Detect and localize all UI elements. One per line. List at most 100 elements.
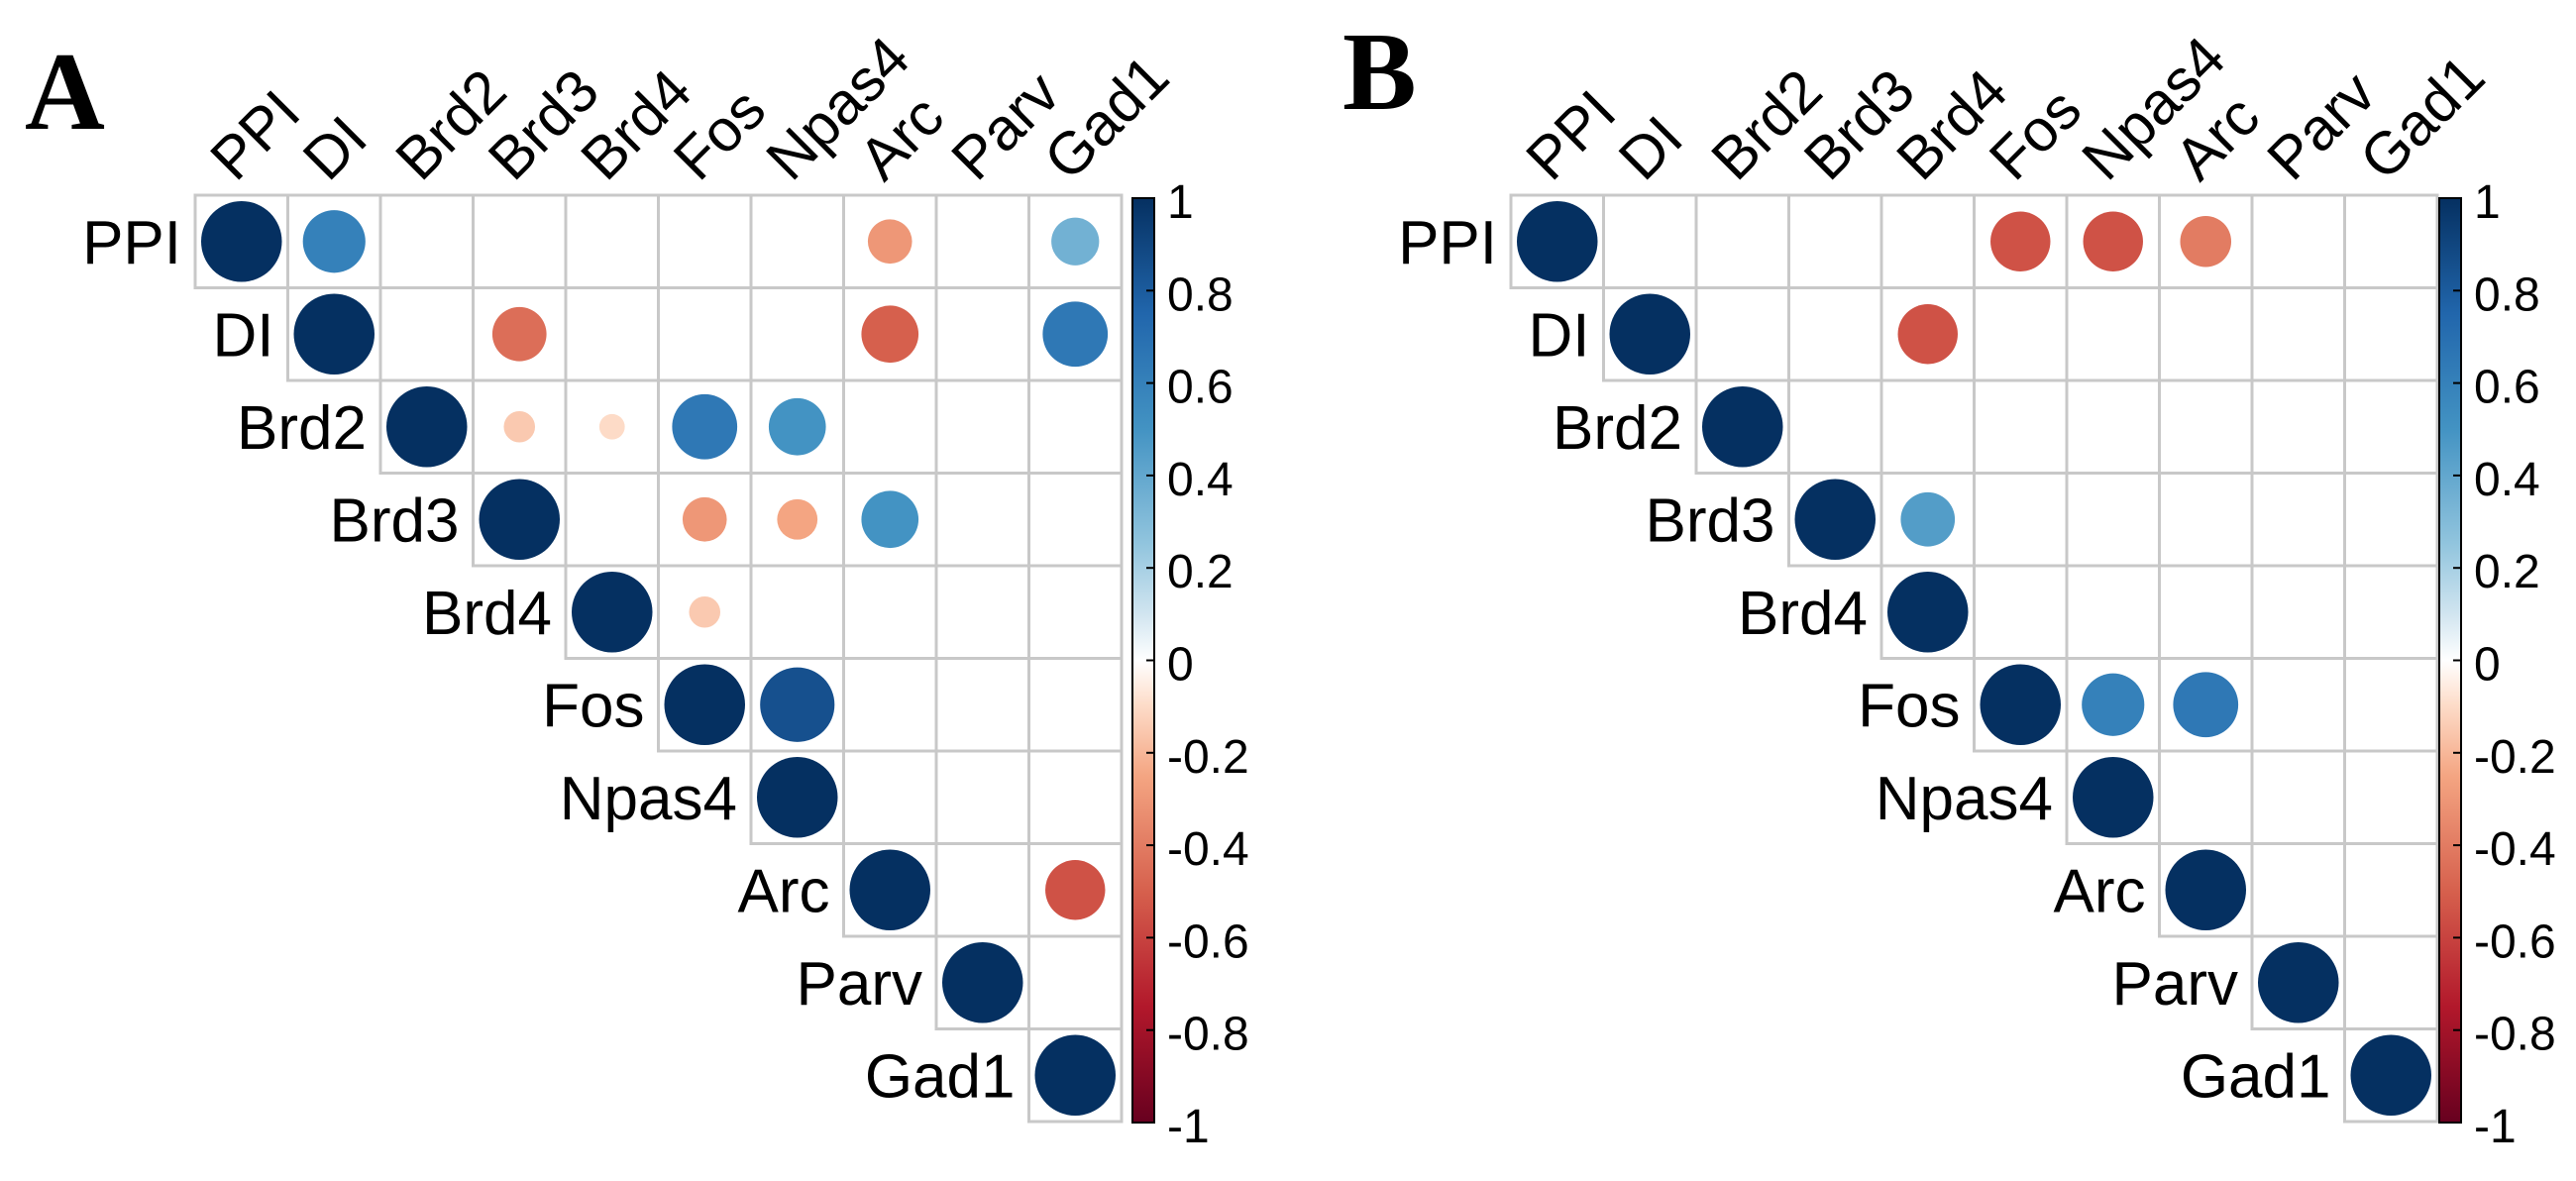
panel-a-row-label: DI [213,301,274,370]
panel-b-circle-brd3-brd3 [1794,479,1876,560]
panel-a-row-label: Parv [797,950,922,1019]
panel-b-circle-ppi-arc [2180,215,2232,268]
panel-b-grid-cell [2250,193,2346,289]
panel-a-grid-cell [1027,1027,1124,1124]
panel-a-row-label: PPI [82,209,181,277]
panel-b-row-label: DI [1529,301,1590,370]
panel-a-grid-cell [934,193,1030,289]
panel-b-circle-fos-arc [2173,672,2239,738]
panel-a-row-label: Brd2 [237,394,367,463]
panel-b-row-label: PPI [1398,209,1497,277]
panel-a-colorbar-tick-label: -1 [1167,1101,1210,1153]
panel-a-row-label: Gad1 [865,1042,1016,1111]
panel-b-colorbar-tick-label: -1 [2474,1101,2517,1153]
panel-a-grid-cell [1027,472,1124,568]
panel-b-row-label: Fos [1858,672,1960,740]
panel-a-colorbar-tick-label: -0.2 [1167,731,1249,784]
panel-a-circle-brd3-npas4 [777,498,818,540]
panel-a-row-label: Arc [738,857,830,925]
panel-label-a: A [25,31,105,154]
panel-b-circle-brd3-brd4 [1900,491,1956,547]
panel-a-grid-cell [749,193,845,289]
panel-b-circle-gad1-gad1 [2350,1034,2431,1116]
panel-b-grid-cell [2250,564,2346,660]
panel-b-circle-di-brd4 [1897,304,1958,365]
panel-a-row-label: Npas4 [560,765,737,833]
panel-b-colorbar-tick-label: 0.2 [2474,546,2540,598]
panel-a-colorbar: 1 0.8 0.6 0.4 0.2 0 -0.2 -0.4 -0.6 -0.8 -1 [1131,176,1249,1153]
panel-a-row-label: Fos [542,672,644,740]
panel-a-circle-ppi-gad1 [1051,217,1100,266]
panel-b-grid-cell [2343,934,2439,1030]
panel-b-grid-cell [2250,842,2346,938]
panel-b-colorbar-tick-label: 1 [2474,176,2501,229]
panel-a-grid-cell [934,564,1030,660]
panel-b-circle-fos-fos [1980,664,2061,745]
panel-b-colorbar-tick-label: -0.2 [2474,731,2556,784]
panel-a-grid [193,193,1124,1124]
panel-a-grid-cell [842,657,938,753]
panel-a-circle-ppi-ppi [201,201,282,282]
panel-a-grid-cell [564,472,660,568]
panel-b-grid-cell [2065,472,2161,568]
panel-b-grid-cell [2158,749,2254,845]
panel-a-colorbar-tick-label: 0.8 [1167,268,1234,321]
panel-a-grid-cell [934,378,1030,475]
panel-b-grid-cell [1602,193,1698,289]
panel-a-grid-cell [749,286,845,382]
panel-a-grid-cell [749,564,845,660]
panel-b-grid-cell [2158,472,2254,568]
panel-a-grid-cell [1027,749,1124,845]
panel-b-circle-fos-npas4 [2082,673,2145,736]
panel-a-colorbar-tick-label: 1 [1167,176,1194,229]
panel-b-colorbar-tick-label: -0.6 [2474,915,2556,968]
panel-b-circle-ppi-ppi [1517,201,1598,282]
panel-b-grid-cell [2250,472,2346,568]
panel-a-circle-di-brd3 [491,306,547,362]
panel-a-grid-cell [934,286,1030,382]
panel-label-b: B [1342,11,1417,134]
panel-a-colorbar-tick-label: 0.6 [1167,362,1234,414]
panel-a-circle-di-di [293,293,375,375]
panel-b-circle-npas4-npas4 [2073,757,2154,838]
panel-b-colorbar-tick-label: 0.8 [2474,268,2540,321]
panel-a-grid-cell [842,378,938,475]
panel-a-circle-ppi-di [302,210,366,273]
panel-b-grid-cell [2343,657,2439,753]
panel-b-colorbar-tick-label: -0.8 [2474,1009,2556,1061]
panel-a-grid-cell [934,749,1030,845]
panel-a-grid-cell [842,749,938,845]
panel-a-row-label: Brd4 [422,580,552,648]
panel-a-circle-fos-npas4 [760,667,835,742]
panel-a-circle-brd2-fos [672,393,738,460]
panel-a-grid-cell [1027,564,1124,660]
panel-a-grid-cell [934,842,1030,938]
panel-b-grid-cell [2250,657,2346,753]
panel-a-colorbar-tick-label: -0.6 [1167,915,1249,968]
panel-b-grid-cell [1694,286,1790,382]
panel-b-grid-cell [2343,193,2439,289]
panel-a-grid-cell [378,193,475,289]
panel-b-grid-cell [1973,472,2069,568]
panel-a-circle-brd2-brd2 [386,386,468,468]
panel-b-circle-ppi-npas4 [2083,211,2143,271]
panel-a-row-label: Brd3 [330,486,460,555]
panel-b-grid-cell [1787,193,1883,289]
panel-a-colorbar-tick-label: -0.8 [1167,1009,1249,1061]
panel-a-colorbar-tick-label: 0.4 [1167,454,1234,506]
panel-b-row-label: Brd2 [1553,394,1682,463]
panel-b-row-label: Arc [2054,857,2146,925]
panel-a-grid-cell [564,193,660,289]
panel-b-colorbar-tick-label: -0.4 [2474,823,2556,876]
panel-a-circle-brd3-arc [861,490,919,549]
panel-a-circle-fos-fos [664,664,745,745]
panel-b-grid-cell [2065,286,2161,382]
panel-b-grid-cell [1787,286,1883,382]
panel-b-grid-cell [1879,193,1976,289]
panel-a-circle-brd2-npas4 [768,397,826,456]
